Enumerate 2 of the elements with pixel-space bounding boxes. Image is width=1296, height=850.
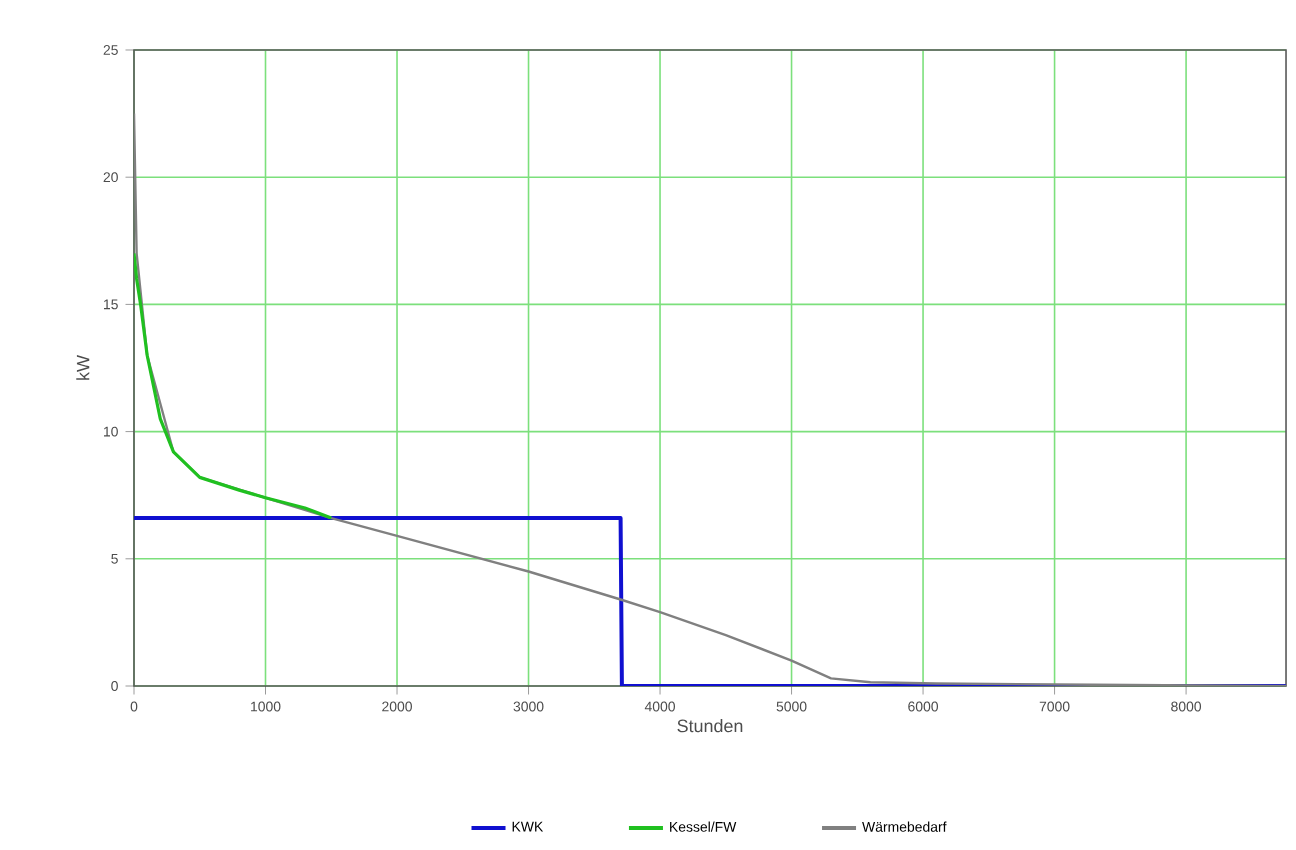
x-axis-title: Stunden [677,719,743,733]
y-axis-title: kW [76,355,90,380]
